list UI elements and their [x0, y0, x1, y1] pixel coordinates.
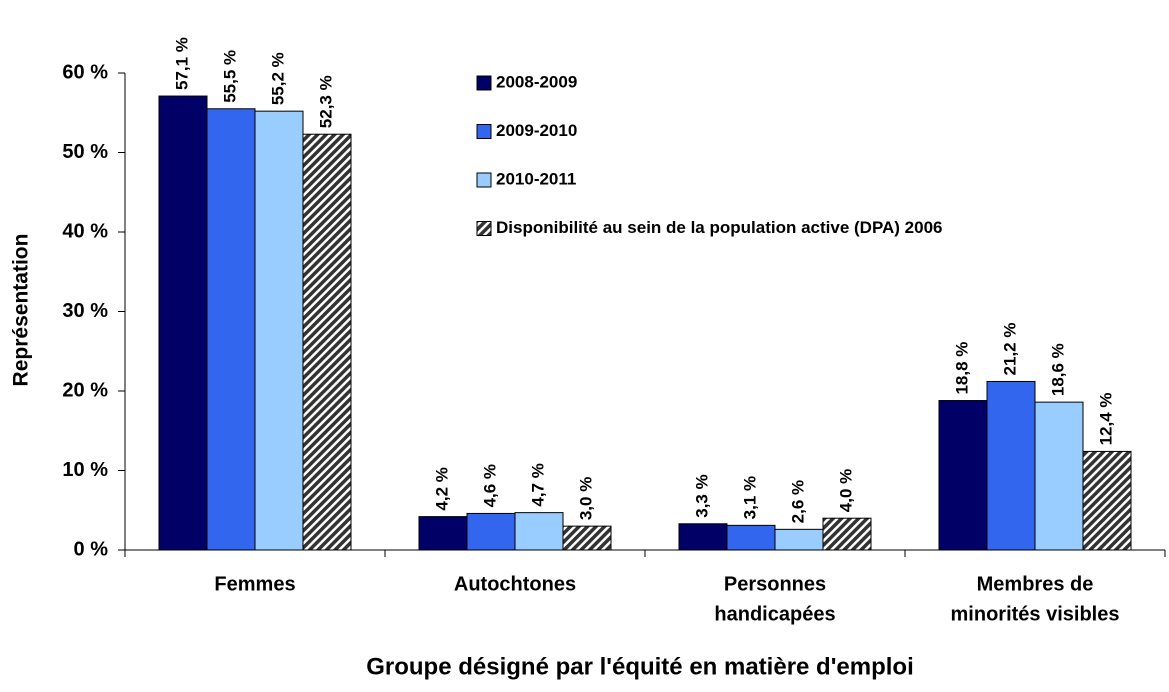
- value-label: 18,6 %: [1048, 343, 1067, 396]
- value-label: 18,8 %: [952, 342, 971, 395]
- bar: [418, 516, 468, 551]
- x-tick-label: Femmes: [214, 573, 295, 595]
- value-label: 52,3 %: [316, 75, 335, 128]
- legend-swatch: [476, 172, 492, 188]
- bar: [938, 400, 988, 551]
- x-tick-label: minorités visibles: [951, 603, 1120, 625]
- bar: [302, 133, 352, 551]
- bar: [254, 110, 304, 551]
- value-label: 55,5 %: [220, 50, 239, 103]
- value-label: 3,3 %: [692, 474, 711, 517]
- bar: [466, 512, 516, 551]
- bar: [562, 525, 612, 551]
- bar: [774, 528, 824, 551]
- bar: [158, 95, 208, 551]
- legend-swatch: [476, 221, 492, 236]
- bar: [1082, 450, 1132, 551]
- value-label: 4,0 %: [836, 469, 855, 512]
- y-tick-label: 30 %: [62, 300, 108, 322]
- legend-swatch: [476, 75, 492, 91]
- value-label: 12,4 %: [1096, 392, 1115, 445]
- x-axis-title: Groupe désigné par l'équité en matière d…: [366, 653, 914, 680]
- bar: [206, 108, 256, 551]
- value-label: 4,2 %: [432, 467, 451, 510]
- y-tick-label: 50 %: [62, 141, 108, 163]
- y-tick-label: 0 %: [74, 538, 109, 560]
- legend-swatch: [476, 124, 492, 139]
- legend-label: Disponibilité au sein de la population a…: [496, 218, 943, 237]
- bar: [1034, 401, 1084, 551]
- bar: [678, 523, 728, 551]
- x-tick-label: handicapées: [714, 603, 835, 625]
- x-tick-label: Membres de: [977, 573, 1094, 595]
- bar: [822, 517, 872, 551]
- legend-label: 2009-2010: [496, 121, 577, 140]
- x-tick-label: Personnes: [724, 573, 826, 595]
- value-label: 55,2 %: [268, 52, 287, 105]
- bar: [514, 512, 564, 551]
- value-label: 4,6 %: [480, 464, 499, 507]
- legend-label: 2008-2009: [496, 72, 577, 91]
- y-tick-label: 40 %: [62, 220, 108, 242]
- value-label: 57,1 %: [172, 37, 191, 90]
- y-axis-title: Représentation: [10, 234, 33, 387]
- bar: [986, 380, 1036, 551]
- value-label: 2,6 %: [788, 480, 807, 523]
- legend-label: 2010-2011: [496, 169, 576, 188]
- y-tick-label: 20 %: [62, 379, 108, 401]
- value-label: 4,7 %: [528, 463, 547, 506]
- x-tick-label: Autochtones: [454, 573, 576, 595]
- bar: [726, 524, 776, 551]
- value-label: 21,2 %: [1000, 323, 1019, 376]
- value-label: 3,1 %: [740, 476, 759, 519]
- value-label: 3,0 %: [576, 477, 595, 520]
- y-tick-label: 10 %: [62, 459, 108, 481]
- y-tick-label: 60 %: [62, 61, 108, 83]
